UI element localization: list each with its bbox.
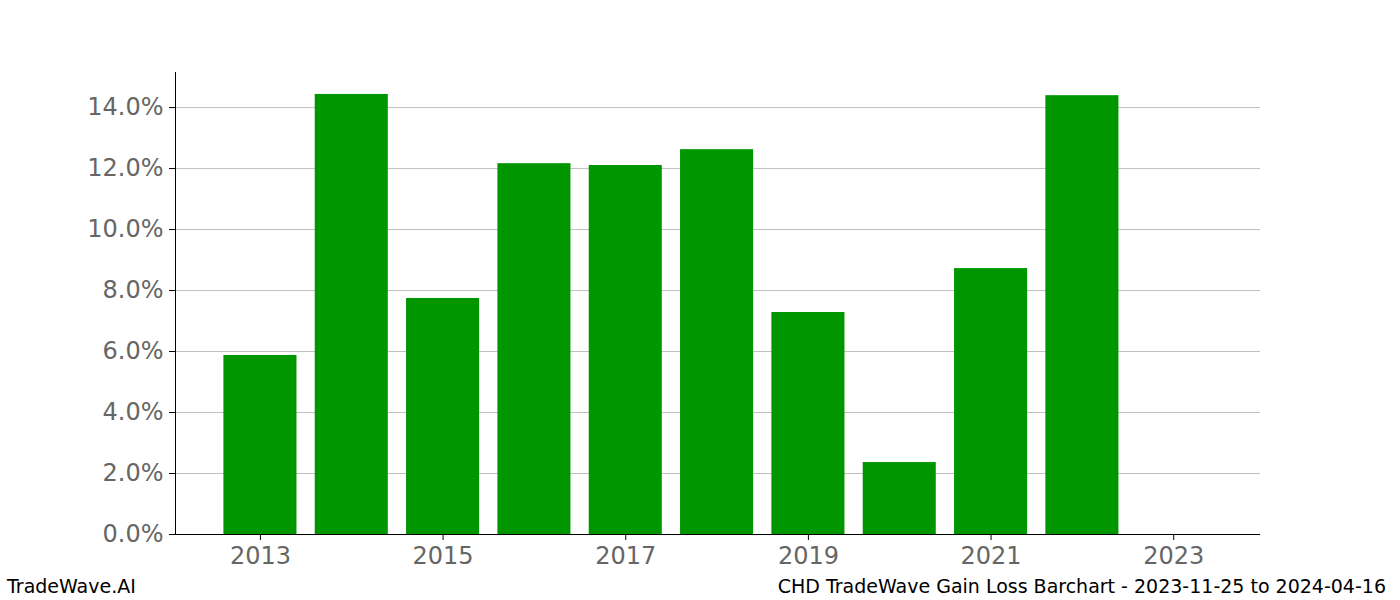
svg-text:2023: 2023 bbox=[1143, 542, 1204, 570]
svg-text:14.0%: 14.0% bbox=[87, 93, 163, 121]
svg-text:8.0%: 8.0% bbox=[103, 276, 164, 304]
svg-text:4.0%: 4.0% bbox=[103, 398, 164, 426]
svg-text:2013: 2013 bbox=[230, 542, 291, 570]
svg-text:2017: 2017 bbox=[595, 542, 656, 570]
svg-text:2019: 2019 bbox=[778, 542, 839, 570]
svg-text:2015: 2015 bbox=[413, 542, 474, 570]
svg-text:10.0%: 10.0% bbox=[87, 215, 163, 243]
svg-text:6.0%: 6.0% bbox=[103, 337, 164, 365]
svg-text:2.0%: 2.0% bbox=[103, 459, 164, 487]
svg-text:12.0%: 12.0% bbox=[87, 154, 163, 182]
html-text:TradeWave.AI: TradeWave.AI bbox=[7, 575, 136, 597]
svg-text:0.0%: 0.0% bbox=[103, 520, 164, 548]
svg-text:2021: 2021 bbox=[961, 542, 1022, 570]
html-text:CHD TradeWave Gain Loss Barcha: CHD TradeWave Gain Loss Barchart - 2023-… bbox=[777, 575, 1386, 597]
